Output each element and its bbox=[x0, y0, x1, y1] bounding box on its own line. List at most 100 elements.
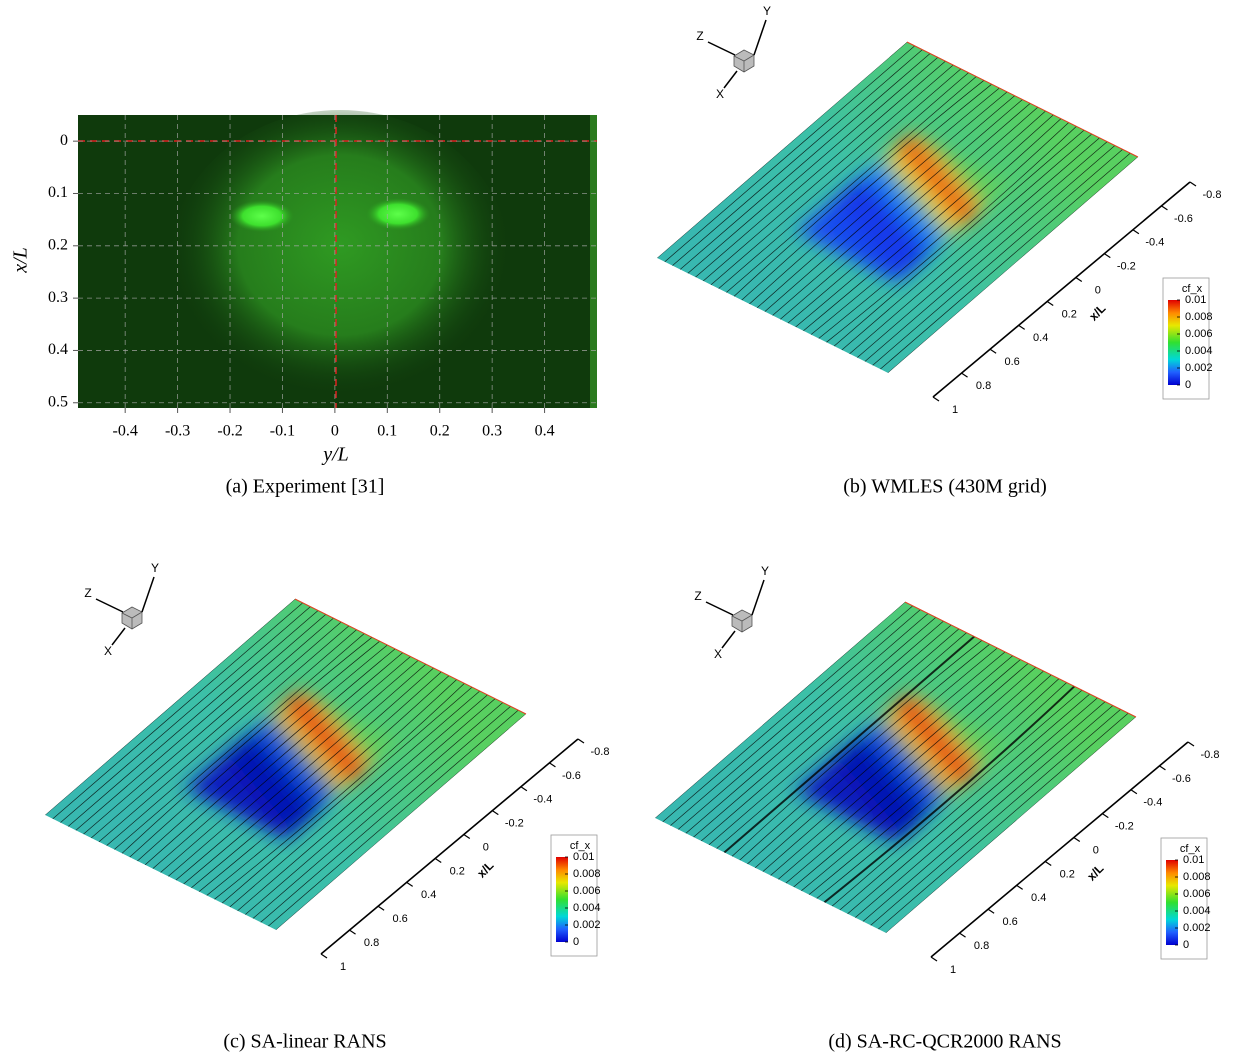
colorbar-tick-label: 0.008 bbox=[1185, 311, 1213, 323]
axis-tick-label: -0.2 bbox=[505, 818, 524, 830]
colorbar-title: cf_x bbox=[1182, 283, 1203, 295]
streamline bbox=[198, 675, 450, 892]
streamline bbox=[739, 643, 990, 861]
x-tick-label: -0.1 bbox=[270, 423, 295, 440]
y-tick-label: 0.3 bbox=[48, 289, 68, 306]
colorbar-tick-label: 0.004 bbox=[1183, 905, 1211, 917]
streamline bbox=[114, 633, 365, 850]
streamline bbox=[664, 45, 915, 263]
colorbar-tick-label: 0.006 bbox=[1185, 328, 1213, 340]
axis-tick-label: 0.6 bbox=[392, 913, 407, 925]
streamline bbox=[733, 80, 985, 297]
triad-label: Y bbox=[763, 4, 771, 18]
triad-label: Z bbox=[84, 586, 91, 600]
streamline bbox=[839, 693, 1091, 911]
axis-tick-label: -0.6 bbox=[1172, 773, 1191, 785]
axis-tick-label: 0.8 bbox=[976, 380, 991, 392]
triad-axis bbox=[721, 630, 736, 649]
triad-axis bbox=[141, 576, 155, 613]
streamline bbox=[144, 648, 396, 866]
axis-label: x/L bbox=[1086, 301, 1108, 323]
tick-mark bbox=[989, 348, 997, 354]
streamline bbox=[818, 122, 1069, 339]
streamline bbox=[229, 690, 481, 908]
streamline bbox=[793, 670, 1044, 888]
x-tick-label: -0.4 bbox=[113, 423, 138, 440]
streamline bbox=[795, 110, 1046, 328]
axis-tick-label: -0.4 bbox=[1143, 797, 1162, 809]
streamline bbox=[129, 640, 380, 858]
tick-mark bbox=[1130, 789, 1138, 795]
streamline bbox=[770, 659, 1021, 876]
surface bbox=[45, 599, 526, 930]
streamline bbox=[152, 652, 404, 869]
streamline bbox=[175, 663, 427, 881]
y-tick-label: 0.2 bbox=[48, 236, 68, 253]
x-axis-label: y/L bbox=[321, 444, 349, 466]
axis-tick-label: 0.6 bbox=[1002, 916, 1017, 928]
tick-mark bbox=[1073, 837, 1081, 843]
y-axis-label: x/L bbox=[10, 247, 32, 274]
streamline bbox=[831, 689, 1083, 907]
tick-mark bbox=[349, 929, 356, 935]
streamline bbox=[67, 610, 319, 827]
x-tick-label: 0.4 bbox=[535, 423, 555, 440]
colorbar-tick-label: 0.004 bbox=[573, 902, 601, 914]
tick-mark bbox=[1189, 181, 1197, 187]
surface-edge bbox=[294, 598, 527, 715]
caption: (d) SA-RC-QCR2000 RANS bbox=[828, 1031, 1061, 1053]
streamline bbox=[268, 709, 519, 927]
colorbar bbox=[1166, 860, 1178, 945]
triad-axis bbox=[707, 41, 736, 56]
streamline bbox=[677, 613, 929, 830]
tick-mark bbox=[377, 905, 385, 911]
streamline bbox=[880, 152, 1131, 370]
surface-edge bbox=[906, 41, 1139, 158]
streamline bbox=[803, 114, 1054, 332]
streamline bbox=[787, 106, 1039, 324]
streamline bbox=[83, 617, 334, 835]
streamline bbox=[160, 656, 411, 873]
colorbar-tick-label: 0.008 bbox=[1183, 871, 1211, 883]
streamline bbox=[679, 53, 931, 270]
colorbar-title: cf_x bbox=[570, 840, 591, 852]
tick-mark bbox=[1161, 205, 1168, 211]
streamline bbox=[808, 678, 1060, 895]
surface bbox=[655, 602, 1136, 933]
x-tick-label: 0.2 bbox=[430, 423, 450, 440]
streamline bbox=[90, 621, 342, 839]
tick-mark bbox=[1132, 229, 1140, 235]
axis-tick-label: 1 bbox=[952, 404, 958, 416]
streamline bbox=[214, 683, 465, 900]
triad-label: X bbox=[716, 87, 724, 101]
triad-label: Z bbox=[696, 29, 703, 43]
axis-line bbox=[320, 738, 579, 955]
x-tick-label: 0.1 bbox=[377, 423, 397, 440]
streamline bbox=[52, 602, 303, 820]
axis-tick-label: 0.8 bbox=[364, 937, 379, 949]
streamline bbox=[60, 606, 311, 823]
streamline bbox=[810, 118, 1062, 335]
tick-mark bbox=[961, 372, 968, 378]
surface-panel: Z Y X -0.8 -0.6 -0.4 -0.2 0 0.2 0.4 0.6 0.8 1 x/L cf_x… bbox=[655, 564, 1219, 976]
x-tick-label: -0.3 bbox=[165, 423, 190, 440]
streamline bbox=[747, 647, 998, 865]
axis-line bbox=[932, 181, 1191, 398]
axis-tick-label: -0.8 bbox=[1201, 749, 1220, 761]
streamline bbox=[870, 709, 1121, 926]
experiment-image bbox=[78, 110, 597, 410]
y-tick-label: 0 bbox=[60, 132, 68, 149]
streamline bbox=[764, 95, 1016, 312]
streamline bbox=[854, 701, 1106, 918]
streamline bbox=[221, 686, 473, 904]
colorbar-title: cf_x bbox=[1180, 843, 1201, 855]
colorbar-tick-label: 0.008 bbox=[573, 868, 601, 880]
streamline bbox=[121, 637, 373, 854]
axis-tick-label: 0 bbox=[483, 841, 489, 853]
streamline bbox=[670, 609, 921, 826]
triad-label: Z bbox=[694, 589, 701, 603]
streamline bbox=[762, 655, 1014, 872]
tick-mark bbox=[463, 834, 471, 840]
axis-line bbox=[930, 741, 1189, 958]
y-tick-label: 0.5 bbox=[48, 393, 68, 410]
